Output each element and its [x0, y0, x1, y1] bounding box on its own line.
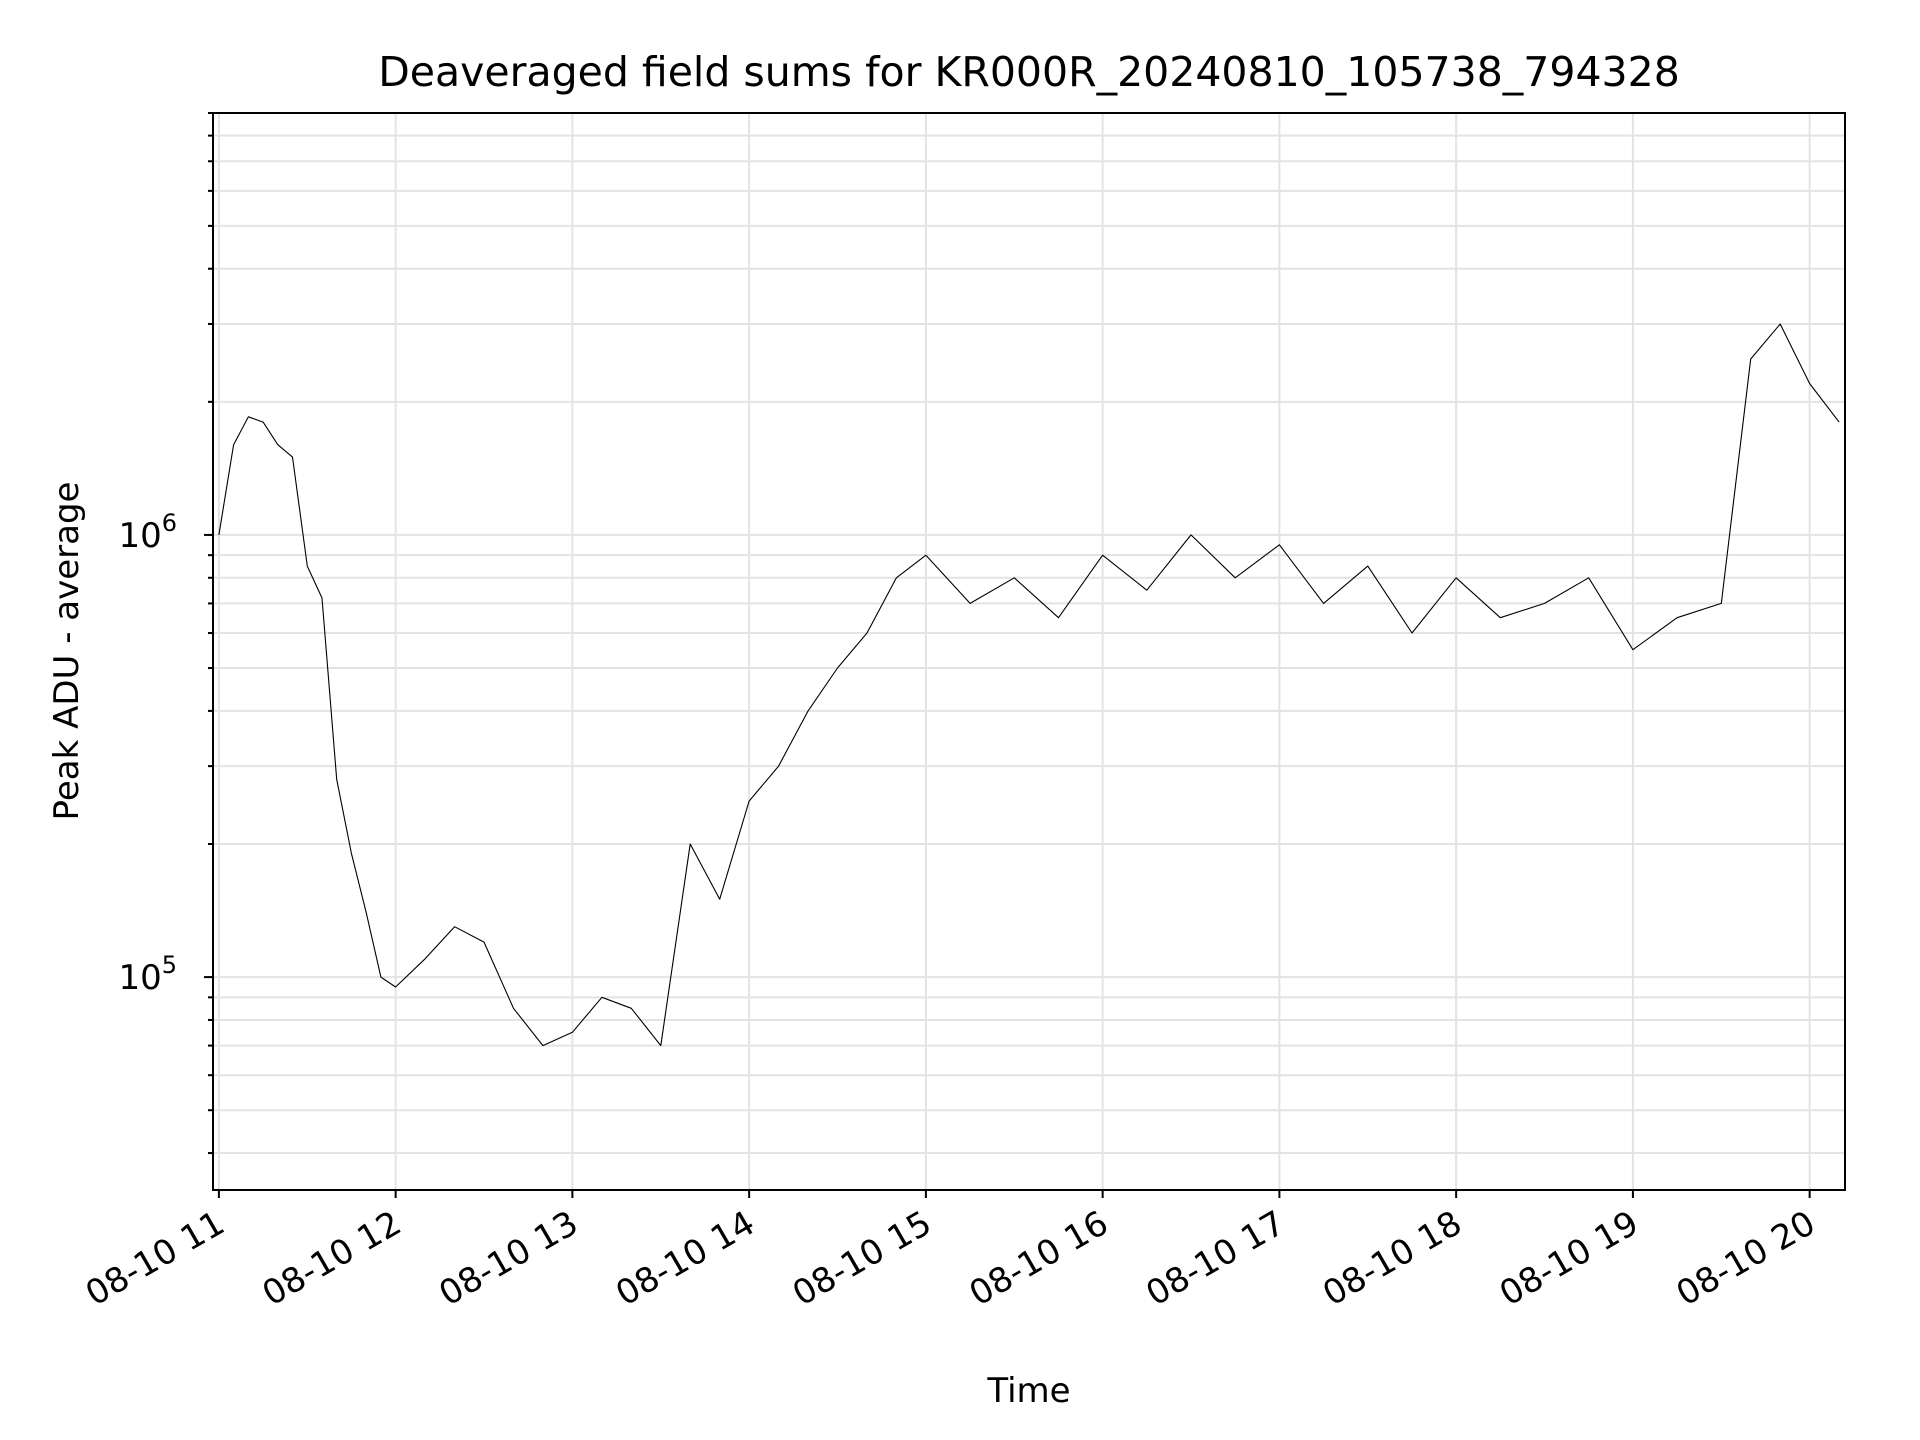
x-tick-label: 08-10 19	[1493, 1203, 1645, 1314]
chart-title: Deaveraged field sums for KR000R_2024081…	[378, 48, 1680, 96]
plot-area-frame	[212, 112, 1846, 1191]
y-tick-label: 106	[118, 509, 177, 556]
axis-ticks: 08-10 11 08-10 12 08-10 13 08-10 14 08-10 15…	[79, 112, 1822, 1314]
series-layer	[218, 323, 1840, 1047]
x-axis-label: Time	[986, 1371, 1070, 1411]
x-tick-label: 08-10 20	[1670, 1203, 1822, 1314]
x-tick-label: 08-10 15	[786, 1203, 938, 1314]
y-axis-label: Peak ADU - average	[47, 482, 87, 821]
series-line	[218, 323, 1840, 1047]
x-tick-label: 08-10 16	[963, 1203, 1115, 1314]
x-tick-label: 08-10 13	[432, 1203, 584, 1314]
y-tick-label: 105	[118, 951, 177, 998]
y-tick-exponent: 5	[162, 951, 177, 979]
x-tick-label: 08-10 14	[609, 1203, 761, 1314]
x-tick-label: 08-10 12	[256, 1203, 408, 1314]
x-tick-label: 08-10 18	[1316, 1203, 1468, 1314]
x-tick-label: 08-10 17	[1140, 1203, 1292, 1314]
grid	[213, 112, 1845, 1190]
y-tick-exponent: 6	[162, 509, 177, 537]
x-tick-label: 08-10 11	[79, 1203, 231, 1314]
